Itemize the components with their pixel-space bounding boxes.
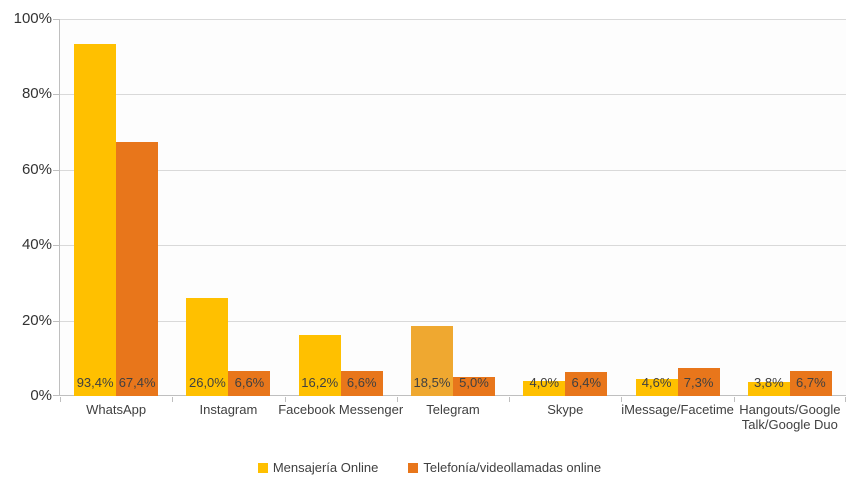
x-axis-tick xyxy=(396,397,398,402)
y-axis-tick xyxy=(53,169,59,171)
category-label: Skype xyxy=(547,402,584,417)
bar-value-label: 7,3% xyxy=(683,375,714,390)
bar-group: 3,8% 6,7% xyxy=(734,19,846,396)
bar-group: 18,5% 5,0% xyxy=(397,19,509,396)
bar-telefonia: 7,3% xyxy=(677,368,720,396)
x-axis-tick xyxy=(733,397,735,402)
bar-telefonia: 6,6% xyxy=(228,371,271,396)
y-tick-label: 80% xyxy=(21,85,52,103)
bar-mensajeria: 4,0% xyxy=(523,375,566,396)
bar-value-label: 26,0% xyxy=(188,375,226,390)
bar-group: 26,0% 6,6% xyxy=(172,19,284,396)
gridline xyxy=(60,94,846,96)
legend-swatch-mensajeria-icon xyxy=(257,462,268,473)
bar-value-label: 6,4% xyxy=(571,375,602,390)
bar-value-label: 18,5% xyxy=(413,375,451,390)
x-axis-tick xyxy=(621,397,623,402)
y-axis-tick xyxy=(53,19,59,20)
bar-telefonia: 6,6% xyxy=(340,371,383,396)
bar-group: 16,2% 6,6% xyxy=(285,19,397,396)
gridline xyxy=(60,245,846,247)
y-tick-label: 40% xyxy=(21,236,52,254)
x-axis-tick xyxy=(509,397,511,402)
bar-mensajeria: 93,4% xyxy=(74,43,117,396)
bar-value-label: 67,4% xyxy=(118,375,156,390)
y-axis-tick xyxy=(53,94,59,96)
bar-value-label: 6,6% xyxy=(346,375,377,390)
bar-mensajeria: 26,0% xyxy=(186,297,229,396)
y-axis-line xyxy=(59,19,60,396)
bar-telefonia: 6,4% xyxy=(565,371,608,396)
bar-value-label: 4,6% xyxy=(641,375,672,390)
x-axis-tick xyxy=(284,397,286,402)
plot-area: 93,4% 67,4% 26,0% 6,6% 16,2% 6,6% 18,5% 5,0% 4,0… xyxy=(53,19,846,402)
bar-value-label: 93,4% xyxy=(76,375,114,390)
gridline xyxy=(60,320,846,322)
category-label: iMessage/Facetime xyxy=(621,402,734,417)
bar-value-label: 4,0% xyxy=(529,375,560,390)
y-axis-tick xyxy=(53,395,59,396)
legend-item-mensajeria-online: Mensajería Online xyxy=(257,460,379,475)
legend-label-mensajeria-online: Mensajería Online xyxy=(272,460,379,475)
x-axis-tick xyxy=(60,397,61,402)
bar-mensajeria: 3,8% xyxy=(747,375,790,396)
gridline xyxy=(60,19,846,20)
legend: Mensajería Online Telefonía/videollamada… xyxy=(0,460,859,475)
bar-telefonia: 6,7% xyxy=(789,370,832,396)
category-label: Telegram xyxy=(426,402,480,417)
bar-group: 4,6% 7,3% xyxy=(621,19,733,396)
y-tick-label: 60% xyxy=(21,160,52,178)
bar-group: 4,0% 6,4% xyxy=(509,19,621,396)
bar-value-label: 6,6% xyxy=(234,375,265,390)
gridline xyxy=(60,169,846,171)
y-tick-label: 0% xyxy=(30,387,52,404)
bar-value-label: 16,2% xyxy=(301,375,339,390)
y-axis-tick xyxy=(53,245,59,247)
y-tick-label: 20% xyxy=(21,311,52,329)
y-axis-tick xyxy=(53,320,59,322)
bar-telefonia: 67,4% xyxy=(116,141,159,396)
bar-value-label: 5,0% xyxy=(459,375,489,390)
bar-value-label: 3,8% xyxy=(754,375,784,390)
legend-swatch-telefonia-icon xyxy=(408,462,419,473)
legend-label-telefonia-videollamadas: Telefonía/videollamadas online xyxy=(423,460,602,475)
category-label: Facebook Messenger xyxy=(278,402,404,417)
bar-telefonia: 5,0% xyxy=(452,375,495,396)
bar-mensajeria: 18,5% xyxy=(410,326,453,396)
bar-group: 93,4% 67,4% xyxy=(60,19,172,396)
legend-item-telefonia-videollamadas: Telefonía/videollamadas online xyxy=(408,460,601,475)
bar-value-label: 6,7% xyxy=(796,375,826,390)
category-label: Instagram xyxy=(199,402,258,417)
category-label: Hangouts/Google Talk/Google Duo xyxy=(739,402,841,432)
y-tick-label: 100% xyxy=(13,10,52,27)
category-label: WhatsApp xyxy=(86,402,147,417)
x-axis-tick xyxy=(845,397,846,402)
bar-mensajeria: 16,2% xyxy=(298,334,341,396)
x-axis-tick xyxy=(172,397,174,402)
bar-mensajeria: 4,6% xyxy=(635,375,678,396)
